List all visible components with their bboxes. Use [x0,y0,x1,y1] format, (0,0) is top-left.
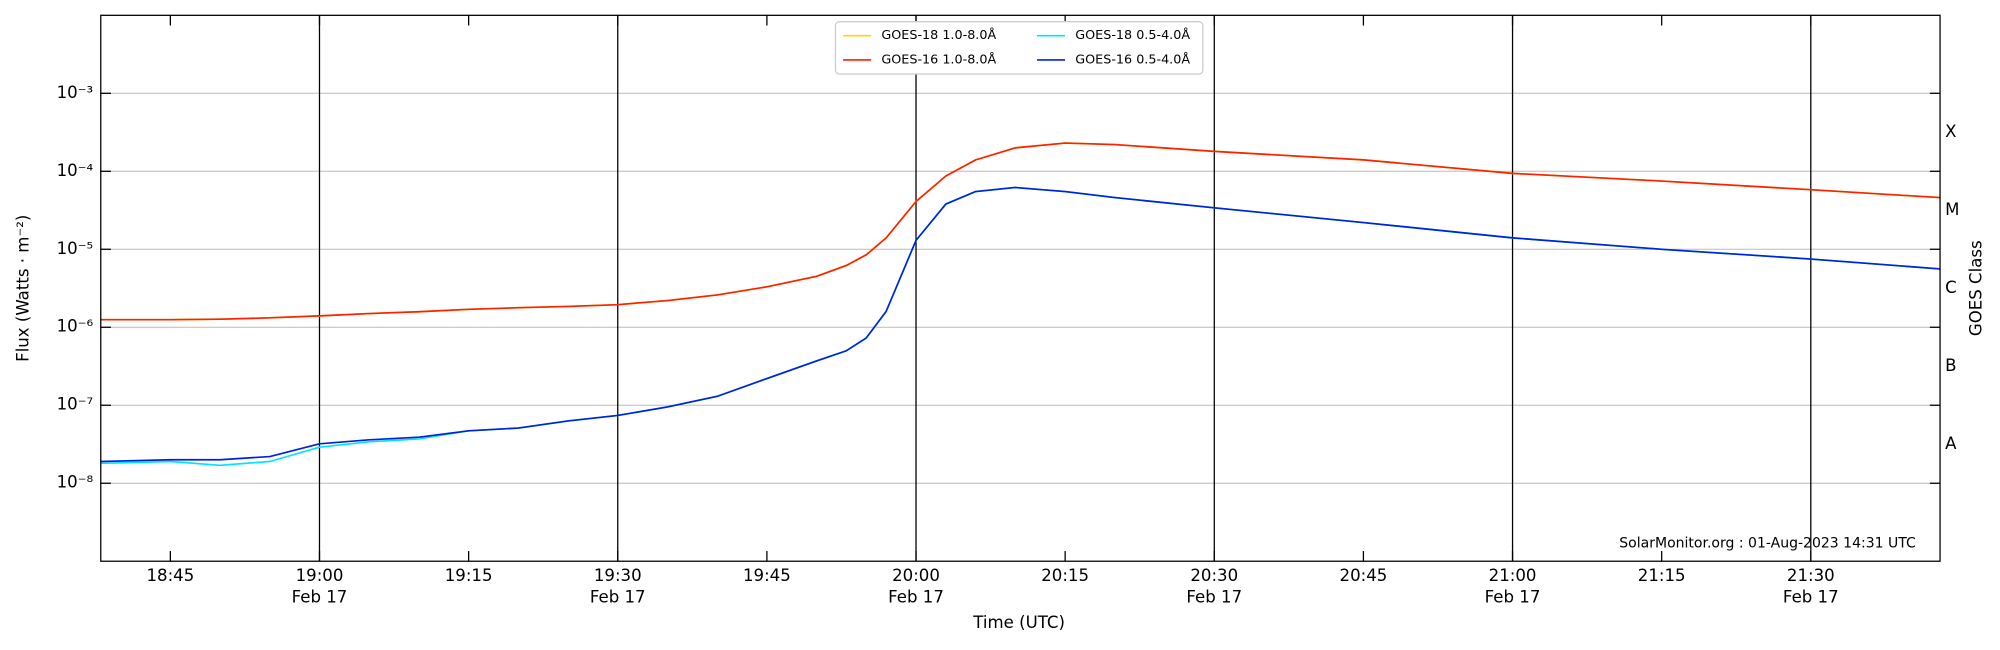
x-tick-date: Feb 17 [590,588,646,607]
x-tick-label: 21:30 [1787,566,1835,585]
annotation: SolarMonitor.org : 01-Aug-2023 14:31 UTC [1619,535,1916,551]
x-tick-date: Feb 17 [888,588,944,607]
legend-label: GOES-16 1.0-8.0Å [881,51,996,67]
x-tick-date: Feb 17 [1186,588,1242,607]
y2-tick-label: C [1945,278,1957,297]
y2-tick-label: X [1945,122,1956,141]
x-tick-label: 19:45 [743,566,791,585]
x-tick-label: 20:00 [892,566,940,585]
x-tick-label: 19:30 [594,566,642,585]
plot-frame [100,14,1941,562]
y-axis-label: Flux (Watts · m⁻²) [14,215,33,362]
x-tick-date: Feb 17 [1783,588,1839,607]
y2-tick-label: M [1945,200,1959,219]
series-line [100,186,1941,463]
x-tick-label: 20:30 [1190,566,1238,585]
legend-label: GOES-18 1.0-8.0Å [881,27,996,43]
x-tick-label: 21:15 [1638,566,1686,585]
y2-tick-label: B [1945,356,1956,375]
legend-label: GOES-18 0.5-4.0Å [1075,27,1190,43]
y-tick-label: 10⁻⁶ [57,317,94,336]
y-tick-label: 10⁻⁷ [57,395,94,414]
y2-axis-label: GOES Class [1967,240,1986,336]
x-tick-label: 19:15 [445,566,493,585]
y-tick-label: 10⁻⁸ [57,473,94,492]
x-tick-label: 19:00 [296,566,344,585]
x-tick-label: 20:45 [1340,566,1388,585]
y2-tick-label: A [1945,434,1957,453]
x-tick-label: 20:15 [1041,566,1089,585]
series-line [100,142,1941,321]
legend-label: GOES-16 0.5-4.0Å [1075,51,1190,67]
y-tick-label: 10⁻⁴ [57,161,94,180]
x-axis-label: Time (UTC) [972,613,1065,632]
x-tick-date: Feb 17 [1485,588,1541,607]
y-tick-label: 10⁻³ [57,83,94,102]
x-tick-label: 18:45 [146,566,194,585]
legend-box [834,21,1204,75]
x-tick-label: 21:00 [1489,566,1537,585]
x-tick-date: Feb 17 [292,588,348,607]
y-tick-label: 10⁻⁵ [57,239,94,258]
